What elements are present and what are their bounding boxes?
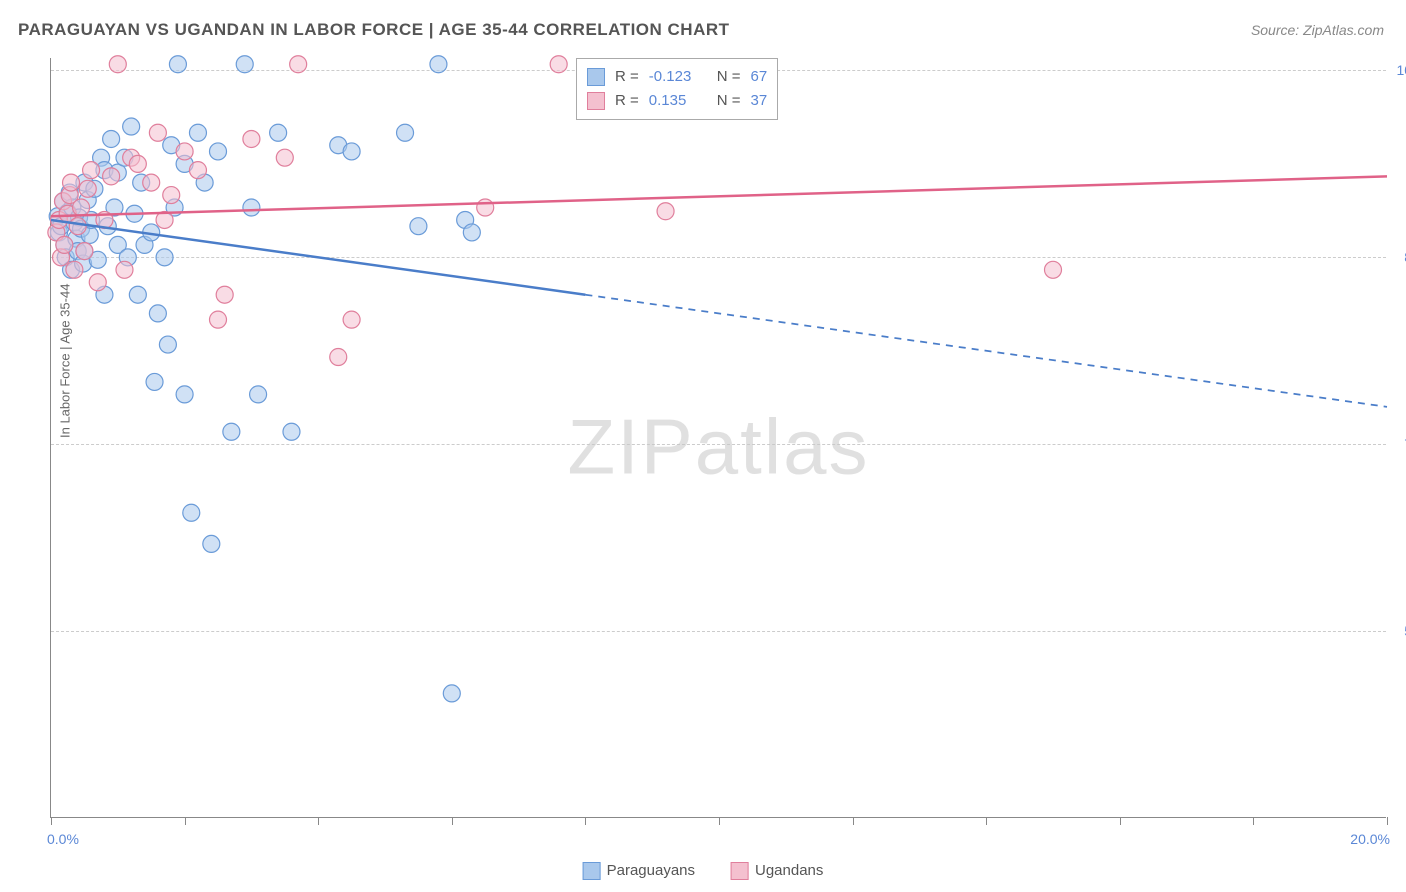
legend-item-2: Ugandans (731, 862, 823, 880)
legend-swatch-2 (731, 862, 749, 880)
legend-label-2: Ugandans (755, 862, 823, 879)
legend-bottom: Paraguayans Ugandans (583, 862, 824, 880)
legend-swatch-1 (583, 862, 601, 880)
source-credit: Source: ZipAtlas.com (1251, 22, 1384, 38)
plot-area: In Labor Force | Age 35-44 ZIPatlas 55.0… (50, 58, 1386, 818)
svg-chart-layer (51, 58, 1386, 817)
stats-row-1: R = 0.135 N = 37 (587, 89, 767, 113)
stats-row-0: R = -0.123 N = 67 (587, 65, 767, 89)
chart-title: PARAGUAYAN VS UGANDAN IN LABOR FORCE | A… (18, 20, 730, 40)
x-axis-max-label: 20.0% (1350, 831, 1390, 847)
stats-swatch-0 (587, 68, 605, 86)
legend-item-1: Paraguayans (583, 862, 695, 880)
stats-swatch-1 (587, 92, 605, 110)
legend-label-1: Paraguayans (607, 862, 695, 879)
chart-frame: PARAGUAYAN VS UGANDAN IN LABOR FORCE | A… (0, 0, 1406, 892)
stats-legend-box: R = -0.123 N = 67 R = 0.135 N = 37 (576, 58, 778, 120)
x-axis-min-label: 0.0% (47, 831, 79, 847)
